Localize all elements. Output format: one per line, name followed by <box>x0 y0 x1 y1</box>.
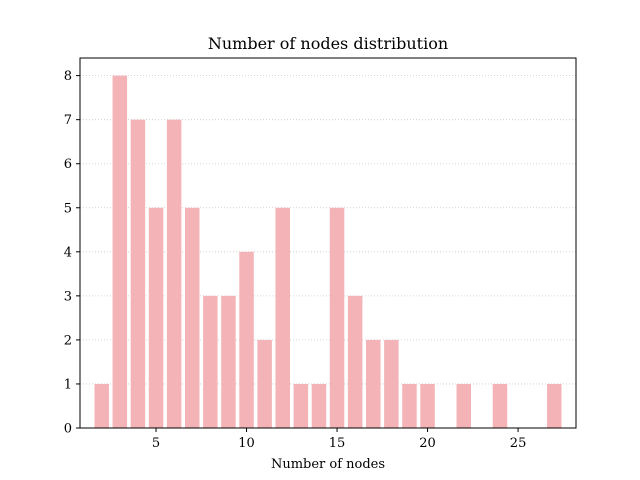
y-tick-label: 1 <box>64 377 72 392</box>
bar <box>402 383 417 428</box>
bar <box>275 207 290 428</box>
bar <box>420 383 435 428</box>
y-tick-label: 4 <box>64 245 72 260</box>
bars <box>94 75 562 429</box>
x-tick-label: 10 <box>238 436 255 451</box>
bar <box>311 383 327 428</box>
bar <box>366 339 381 428</box>
x-tick-label: 5 <box>152 436 160 451</box>
bar <box>112 75 128 428</box>
plot-frame <box>79 57 577 429</box>
bar <box>384 339 399 428</box>
x-axis-ticks: 5 10 15 20 25 <box>152 428 526 451</box>
y-tick-label: 5 <box>64 201 72 216</box>
x-tick-label: 15 <box>329 436 346 451</box>
y-tick-label: 7 <box>64 113 72 128</box>
y-tick-label: 3 <box>64 289 72 304</box>
bar <box>166 119 182 429</box>
bar <box>203 295 218 428</box>
y-tick-label: 6 <box>64 157 72 172</box>
x-tick-label: 25 <box>510 436 527 451</box>
bar <box>239 251 254 428</box>
bar <box>130 119 146 429</box>
y-tick-label: 2 <box>64 333 72 348</box>
y-tick-label: 8 <box>64 69 72 84</box>
bar <box>257 339 272 428</box>
bar <box>456 383 472 428</box>
bar <box>547 383 562 428</box>
bar <box>293 383 309 428</box>
x-axis-title: Number of nodes <box>271 457 385 472</box>
x-tick-label: 20 <box>419 436 436 451</box>
bar <box>221 295 236 428</box>
bar <box>184 207 200 428</box>
y-tick-label: 0 <box>64 422 72 437</box>
chart-title: Number of nodes distribution <box>208 34 448 53</box>
bar <box>329 207 345 428</box>
y-axis-ticks: 0 1 2 3 4 5 6 7 8 <box>64 69 80 437</box>
bar <box>148 207 164 428</box>
bar <box>94 383 109 428</box>
bar <box>492 383 508 428</box>
bar <box>347 295 363 428</box>
